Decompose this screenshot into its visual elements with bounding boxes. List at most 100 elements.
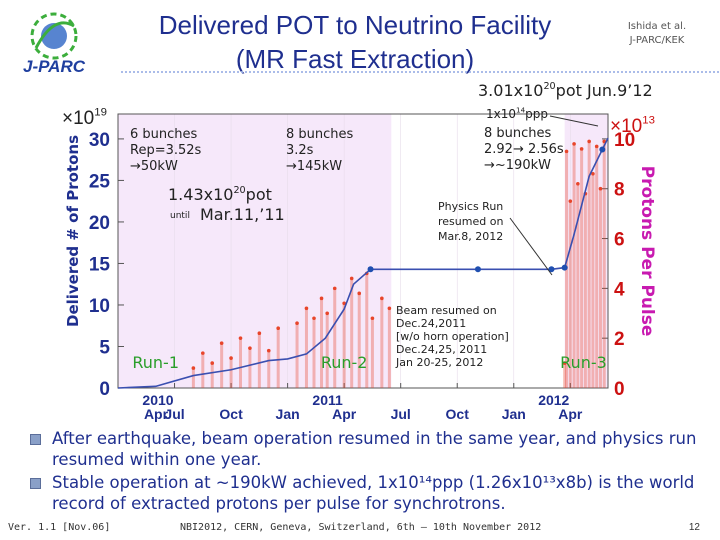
run-label: Run-1 bbox=[132, 353, 179, 372]
left-tick-label: 15 bbox=[89, 254, 111, 275]
ppp-bar bbox=[320, 298, 324, 388]
ppp-point bbox=[266, 348, 271, 353]
ppp-annotation: 1x1014ppp bbox=[486, 106, 548, 121]
x-month-label: Apr bbox=[144, 406, 169, 422]
run2-config-line: 3.2s bbox=[286, 143, 314, 158]
ppp-point bbox=[357, 291, 362, 296]
ppp-bar bbox=[572, 143, 576, 388]
ppp-point bbox=[349, 276, 354, 281]
ppp-bar bbox=[191, 368, 195, 388]
ppp-point bbox=[295, 321, 299, 326]
left-tick-label: 20 bbox=[89, 213, 110, 234]
run3-config-line: 2.92→ 2.56s bbox=[484, 142, 564, 157]
line-marker bbox=[561, 264, 568, 271]
run2-config-line: 8 bunches bbox=[286, 127, 354, 142]
bullet-marker bbox=[30, 478, 41, 489]
ppp-bar bbox=[568, 201, 572, 388]
title-line-2: (MR Fast Extraction) bbox=[235, 44, 475, 74]
beam-resumed-line: Dec.24,2011 bbox=[396, 317, 466, 330]
ppp-point bbox=[568, 199, 573, 203]
left-axis-title: Delivered # of Protons bbox=[64, 135, 82, 327]
ppp-point bbox=[238, 336, 243, 340]
bullet-text: Stable operation at ~190kW achieved, 1x1… bbox=[52, 473, 695, 513]
ppp-bar bbox=[365, 273, 369, 388]
ppp-bar bbox=[220, 343, 224, 388]
ppp-bar bbox=[576, 183, 580, 388]
right-tick-label: 8 bbox=[614, 180, 625, 201]
x-month-label: Apr bbox=[558, 406, 583, 422]
ppp-point bbox=[562, 361, 567, 365]
right-tick-label: 10 bbox=[614, 130, 635, 151]
ppp-bar bbox=[598, 188, 602, 388]
ppp-bar bbox=[333, 288, 337, 388]
run3-config-line: →~190kW bbox=[484, 158, 551, 173]
j-parc-logo: J-PARC bbox=[8, 6, 118, 78]
ppp-bar bbox=[312, 318, 316, 388]
ppp-bar bbox=[239, 338, 242, 388]
left-tick-label: 0 bbox=[99, 379, 110, 400]
ppp-bar bbox=[276, 328, 280, 388]
physics-run-pointer bbox=[509, 217, 553, 276]
ppp-bar bbox=[295, 323, 299, 388]
ppp-point bbox=[257, 331, 262, 335]
ppp-point bbox=[248, 346, 252, 350]
ppp-point bbox=[380, 296, 384, 301]
ppp-point bbox=[564, 149, 569, 154]
ppp-point bbox=[598, 186, 603, 191]
ppp-point bbox=[304, 306, 309, 311]
slide-title: Delivered POT to Neutrino Facility (MR F… bbox=[140, 8, 570, 76]
right-tick-label: 4 bbox=[614, 279, 625, 300]
bullet-marker bbox=[30, 434, 41, 445]
ppp-point bbox=[325, 311, 329, 316]
ppp-bar bbox=[304, 308, 308, 388]
credit: Ishida et al. J-PARC/KEK bbox=[602, 20, 712, 48]
line-marker bbox=[367, 266, 374, 273]
ppp-bar bbox=[342, 303, 346, 388]
x-month-label: Jan bbox=[502, 406, 526, 422]
x-month-label: Jul bbox=[164, 406, 184, 422]
x-year-label: 2011 bbox=[312, 392, 343, 408]
left-tick-label: 10 bbox=[89, 296, 110, 317]
plot-frame bbox=[117, 113, 609, 389]
line-marker bbox=[548, 266, 555, 273]
beam-resumed-line: Dec.24,25, 2011 bbox=[396, 343, 487, 356]
ppp-bar bbox=[583, 193, 587, 388]
ppp-bar bbox=[201, 353, 205, 388]
ppp-point bbox=[576, 181, 580, 186]
x-month-label: Jan bbox=[276, 406, 300, 422]
left-tick-label: 25 bbox=[89, 171, 111, 192]
ppp-point bbox=[219, 341, 224, 345]
header-divider bbox=[120, 70, 720, 74]
ppp-bar bbox=[229, 358, 233, 388]
right-tick-label: 2 bbox=[614, 329, 625, 350]
bullet-item: After earthquake, beam operation resumed… bbox=[30, 428, 710, 470]
until-date: Mar.11,’11 bbox=[200, 205, 285, 224]
x-month-label: Oct bbox=[446, 406, 470, 422]
ppp-point bbox=[587, 139, 591, 144]
physics-run-line: Mar.8, 2012 bbox=[438, 230, 503, 243]
title-line-1: Delivered POT to Neutrino Facility bbox=[158, 10, 552, 40]
page-number: 12 bbox=[688, 522, 700, 533]
left-axis-multiplier: ×1019 bbox=[62, 106, 107, 129]
beam-resumed-line: Jan 20-25, 2012 bbox=[395, 356, 483, 369]
ppp-bar bbox=[325, 313, 329, 388]
ppp-bar bbox=[210, 363, 214, 388]
bullet-list: After earthquake, beam operation resumed… bbox=[30, 428, 710, 516]
pot-chart: 0 5 10 15 20 25 30 ×1019 0 2 4 6 8 10 ×1013 Delivered #… bbox=[0, 80, 720, 425]
ppp-point bbox=[572, 142, 576, 146]
footer-version: Ver. 1.1 [Nov.06] bbox=[8, 522, 111, 533]
until-pot-annotation: 1.43x1020pot bbox=[168, 185, 272, 204]
left-tick-label: 30 bbox=[89, 130, 110, 151]
ppp-bar bbox=[602, 141, 606, 388]
cumulative-pot-line bbox=[117, 137, 609, 389]
run1-config-line: →50kW bbox=[130, 159, 178, 174]
x-month-label: Oct bbox=[219, 406, 243, 422]
ppp-point bbox=[370, 316, 375, 321]
until-word: until bbox=[170, 211, 190, 221]
ppp-bar bbox=[257, 333, 261, 388]
ppp-point bbox=[579, 147, 584, 151]
x-year-label: 2012 bbox=[538, 392, 569, 408]
physics-run-line: Physics Run bbox=[438, 200, 503, 213]
run1-config-line: 6 bunches bbox=[130, 127, 198, 142]
run-band bbox=[287, 114, 392, 388]
